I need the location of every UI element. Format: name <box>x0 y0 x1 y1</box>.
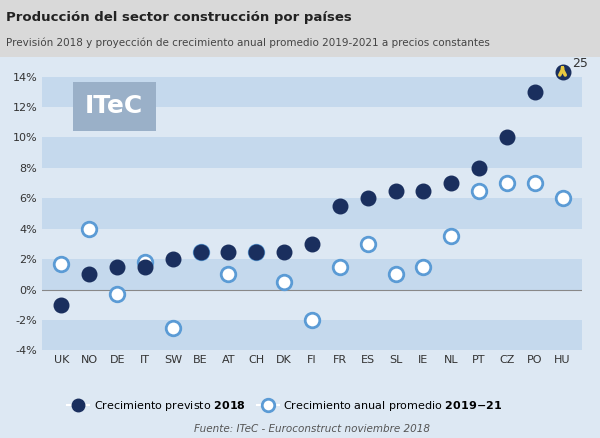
Point <box>251 248 261 255</box>
Point <box>419 263 428 270</box>
Point <box>196 248 205 255</box>
Point <box>307 240 317 247</box>
Point <box>391 271 400 278</box>
Point <box>363 240 373 247</box>
Point <box>419 187 428 194</box>
Point <box>251 248 261 255</box>
Point <box>168 256 178 263</box>
Point <box>530 88 539 95</box>
Bar <box>42 290 582 320</box>
Point <box>280 248 289 255</box>
Point <box>335 263 344 270</box>
Point <box>56 301 66 308</box>
Point <box>196 248 205 255</box>
Text: Previsión 2018 y proyección de crecimiento anual promedio 2019-2021 a precios co: Previsión 2018 y proyección de crecimien… <box>6 37 490 48</box>
Point <box>112 290 122 297</box>
Point <box>224 248 233 255</box>
Point <box>56 260 66 267</box>
Point <box>363 195 373 202</box>
Bar <box>42 138 582 168</box>
Point <box>85 271 94 278</box>
Point <box>502 180 512 187</box>
Point <box>112 263 122 270</box>
Point <box>140 259 150 266</box>
Point <box>502 134 512 141</box>
Point <box>446 233 456 240</box>
Point <box>558 195 568 202</box>
Point <box>307 317 317 324</box>
Point <box>140 263 150 270</box>
Point <box>335 202 344 209</box>
Text: 25: 25 <box>572 57 588 70</box>
Point <box>530 180 539 187</box>
Point <box>280 279 289 286</box>
Bar <box>42 259 582 290</box>
Legend: Crecimiento previsto $\bf{2018}$, Crecimiento anual promedio $\bf{2019\!-\!21}$: Crecimiento previsto $\bf{2018}$, Crecim… <box>62 394 508 417</box>
Point <box>558 68 568 75</box>
Bar <box>42 229 582 259</box>
Text: Producción del sector construcción por países: Producción del sector construcción por p… <box>6 11 352 24</box>
Bar <box>42 77 582 107</box>
Bar <box>42 320 582 350</box>
Point <box>168 324 178 331</box>
Point <box>224 271 233 278</box>
Point <box>474 187 484 194</box>
Bar <box>42 198 582 229</box>
Point <box>446 180 456 187</box>
Point <box>391 187 400 194</box>
Text: Fuente: ITeC - Euroconstruct noviembre 2018: Fuente: ITeC - Euroconstruct noviembre 2… <box>194 424 430 434</box>
Point <box>85 225 94 232</box>
Text: ITeC: ITeC <box>85 94 143 118</box>
Bar <box>42 107 582 138</box>
Point <box>474 164 484 171</box>
Bar <box>42 168 582 198</box>
